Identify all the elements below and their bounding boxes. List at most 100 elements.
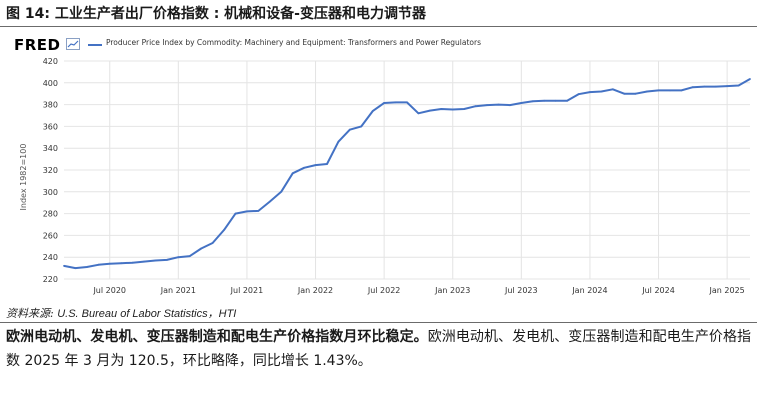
data-point — [63, 265, 65, 267]
y-tick-label: 260 — [43, 231, 58, 240]
data-point — [143, 260, 145, 263]
data-point — [680, 89, 683, 92]
y-tick-label: 280 — [43, 210, 58, 219]
data-point — [314, 164, 317, 167]
data-point — [646, 90, 648, 93]
data-point — [669, 89, 671, 92]
source-label: 资料来源: — [6, 307, 54, 320]
data-point — [657, 89, 660, 92]
data-point — [360, 125, 363, 128]
fred-chart-frame: 220 240 260 280 300 320 340 360 380 400 420 Jul 20… — [6, 33, 751, 295]
series-line — [63, 78, 751, 270]
x-tick-label: Jan 2021 — [160, 286, 196, 295]
figure-title: 图 14: 工业生产者出厂价格指数 : 机械和设备-变压器和电力调节器 — [6, 6, 426, 22]
summary-body: 欧洲电动机、发电机、变压器制造和配电生产价格指数 2025 年 3 月为 120… — [6, 329, 752, 369]
y-tick-label: 300 — [43, 188, 58, 197]
data-point — [74, 267, 77, 269]
gridlines — [64, 60, 750, 280]
data-point — [463, 108, 466, 110]
x-axis-ticks: Jul 2020 Jan 2021 Jul 2021 Jan 2022 Jul 2022… — [92, 286, 744, 295]
data-point — [623, 92, 626, 95]
data-point — [474, 105, 477, 108]
data-point — [348, 128, 351, 131]
data-point — [257, 210, 260, 212]
series-points — [63, 78, 751, 269]
data-point — [531, 100, 534, 103]
summary-paragraph: 欧洲电动机、发电机、变压器制造和配电生产价格指数月环比稳定。欧洲电动机、发电机、… — [6, 325, 751, 373]
data-point — [108, 262, 111, 265]
data-point — [131, 261, 134, 264]
data-point — [371, 110, 374, 112]
y-tick-label: 220 — [43, 275, 58, 284]
data-point — [303, 166, 305, 169]
data-point — [577, 93, 580, 96]
y-tick-label: 420 — [43, 57, 58, 66]
data-point — [188, 255, 191, 257]
data-point — [611, 88, 614, 91]
data-point — [634, 92, 637, 95]
x-tick-label: Jan 2022 — [297, 286, 333, 295]
data-point — [166, 259, 168, 261]
data-point — [268, 200, 271, 203]
data-point — [451, 108, 454, 111]
data-point — [566, 99, 568, 102]
x-tick-label: Jul 2021 — [230, 286, 264, 295]
fred-chart-icon — [66, 38, 80, 50]
y-tick-label: 340 — [43, 144, 58, 153]
data-point — [737, 84, 740, 87]
y-tick-label: 320 — [43, 166, 58, 175]
data-point — [177, 256, 180, 259]
data-point — [280, 190, 283, 193]
x-tick-label: Jan 2025 — [709, 286, 745, 295]
data-point — [691, 86, 694, 89]
data-point — [703, 85, 706, 88]
data-point — [383, 102, 385, 104]
data-point — [726, 85, 728, 87]
data-point — [200, 247, 203, 250]
data-point — [406, 101, 408, 104]
x-tick-label: Jul 2024 — [641, 286, 675, 295]
y-tick-label: 360 — [43, 122, 58, 131]
x-tick-label: Jan 2023 — [434, 286, 470, 295]
data-point — [211, 242, 214, 244]
y-tick-label: 240 — [43, 253, 58, 262]
y-tick-label: 380 — [43, 101, 58, 110]
data-point — [440, 108, 443, 110]
data-point — [486, 104, 488, 106]
data-point — [589, 91, 591, 93]
data-point — [509, 104, 511, 106]
y-tick-label: 400 — [43, 79, 58, 88]
source-note: 资料来源: U.S. Bureau of Labor Statistics，HT… — [6, 305, 236, 321]
data-point — [326, 163, 328, 165]
data-point — [429, 109, 431, 112]
data-point — [543, 99, 546, 102]
data-point — [246, 210, 248, 213]
data-point — [394, 101, 397, 104]
data-point — [714, 85, 717, 88]
data-point — [234, 212, 237, 215]
data-point — [337, 140, 340, 143]
data-point — [749, 78, 751, 80]
legend-swatch — [88, 44, 102, 46]
data-point — [520, 102, 523, 104]
data-point — [120, 262, 123, 265]
data-point — [554, 99, 557, 102]
fred-header: FRED Producer Price Index by Commodity: … — [6, 33, 751, 57]
x-tick-label: Jul 2020 — [92, 286, 126, 295]
summary-bold: 欧洲电动机、发电机、变压器制造和配电生产价格指数月环比稳定。 — [6, 329, 428, 345]
source-text: U.S. Bureau of Labor Statistics，HTI — [57, 308, 237, 320]
data-point — [417, 112, 420, 115]
x-tick-label: Jan 2024 — [571, 286, 607, 295]
source-divider — [0, 322, 757, 323]
legend-label: Producer Price Index by Commodity: Machi… — [106, 38, 481, 47]
data-point — [223, 229, 226, 231]
data-point — [154, 259, 157, 262]
fred-logo: FRED — [14, 36, 61, 54]
x-tick-label: Jul 2023 — [504, 286, 538, 295]
data-point — [497, 103, 500, 106]
data-point — [291, 172, 294, 175]
data-point — [97, 263, 100, 266]
data-point — [86, 266, 88, 268]
line-chart: 220 240 260 280 300 320 340 360 380 400 420 Jul 20… — [19, 57, 751, 295]
x-tick-label: Jul 2022 — [367, 286, 401, 295]
